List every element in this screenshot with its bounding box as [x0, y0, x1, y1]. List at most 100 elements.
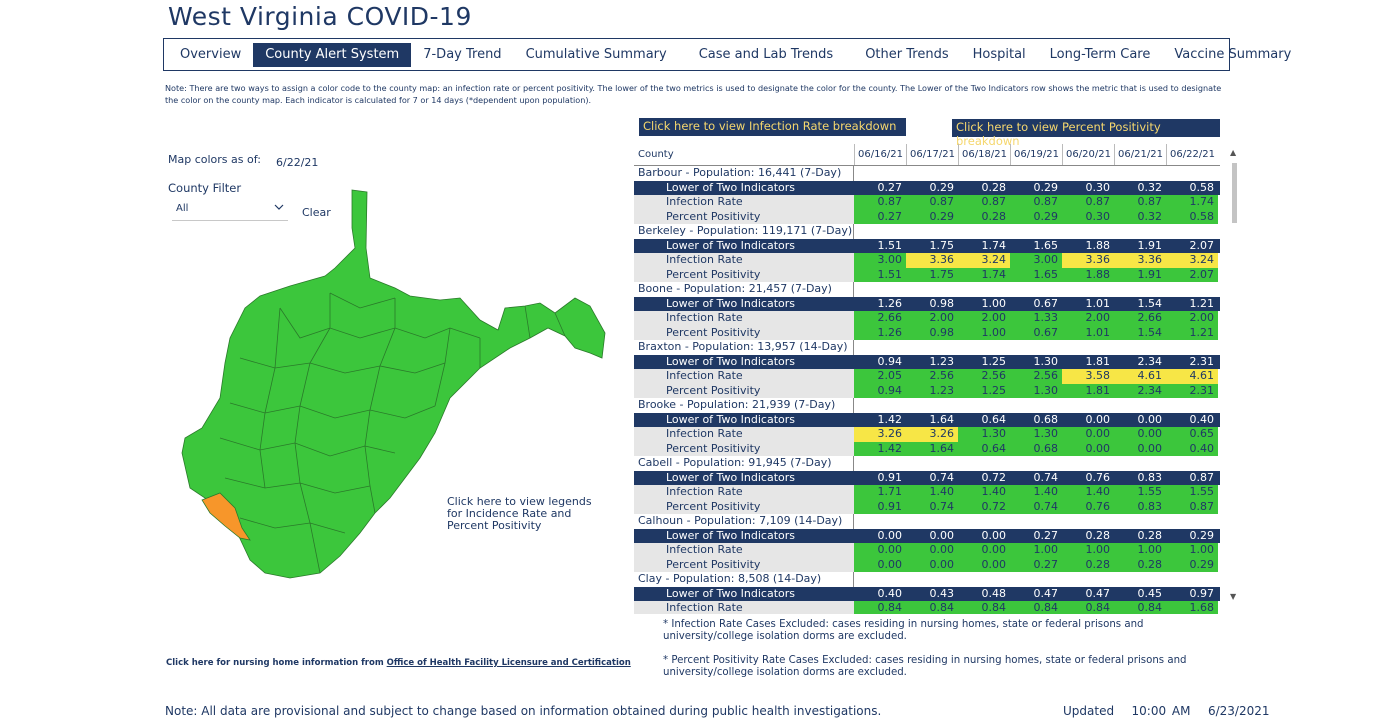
table-cell: 0.91 — [877, 470, 903, 484]
county-name-row: Boone - Population: 21,457 (7-Day) — [634, 282, 1220, 297]
table-cell: 1.00 — [1010, 543, 1062, 558]
table-cell: 0.32 — [1114, 209, 1166, 224]
percent-positivity-row: Percent Positivity 1.51 1.75 1.74 1.65 1.88 1.… — [634, 267, 1220, 282]
scroll-down-icon[interactable]: ▼ — [1230, 592, 1237, 601]
infection-rate-breakdown-button[interactable]: Click here to view Infection Rate breakd… — [639, 118, 906, 136]
table-cell: 3.00 — [854, 253, 906, 268]
table-cell: 1.91 — [1114, 267, 1166, 282]
table-cell: 1.54 — [1114, 325, 1166, 340]
county-name-row: Barbour - Population: 16,441 (7-Day) — [634, 166, 1220, 181]
percent-positivity-row: Percent Positivity 0.91 0.74 0.72 0.74 0.76 0.… — [634, 499, 1220, 514]
table-cell: 2.31 — [1166, 383, 1218, 398]
table-cell: 2.56 — [958, 369, 1010, 384]
table-cell: 1.64 — [929, 412, 955, 426]
percent-positivity-row-label: Percent Positivity — [634, 557, 854, 572]
table-cell: 0.30 — [1085, 180, 1111, 194]
table-cell: 2.07 — [1166, 267, 1218, 282]
table-cell: 4.61 — [1166, 369, 1218, 384]
tab-7-day-trend[interactable]: 7-Day Trend — [423, 46, 502, 62]
table-cell: 1.23 — [929, 354, 955, 368]
table-cell: 1.55 — [1114, 485, 1166, 500]
infection-rate-footnote: * Infection Rate Cases Excluded: cases r… — [663, 619, 1144, 642]
table-cell: 0.87 — [1010, 195, 1062, 210]
table-cell: 1.40 — [1010, 485, 1062, 500]
county-alert-table[interactable]: County 06/16/21 06/17/21 06/18/21 06/19/21 0… — [634, 144, 1220, 614]
table-cell: 2.07 — [1189, 238, 1215, 252]
updated-timestamp: Updated 10:00 AM 6/23/2021 — [1063, 704, 1269, 718]
lower-indicator-row-label: Lower of Two Indicators — [666, 354, 796, 368]
orange-county-region[interactable] — [201, 492, 251, 541]
county-name-row-label: Calhoun - Population: 7,109 (14-Day) — [634, 514, 854, 529]
table-cell: 0.72 — [958, 499, 1010, 514]
table-cell: 3.24 — [958, 253, 1010, 268]
date-column-header[interactable]: 06/19/21 — [1010, 144, 1062, 165]
table-cell: 3.26 — [854, 427, 906, 442]
table-cell: 3.26 — [906, 427, 958, 442]
county-name-row: Calhoun - Population: 7,109 (14-Day) — [634, 514, 1220, 529]
infection-rate-row-label: Infection Rate — [634, 311, 854, 326]
table-cell: 1.75 — [906, 267, 958, 282]
clear-filter-button[interactable]: Clear — [302, 206, 331, 219]
table-cell: 1.30 — [1033, 354, 1059, 368]
lower-indicator-row: Lower of Two Indicators 0.00 0.00 0.00 0.27 0… — [634, 528, 1220, 543]
table-cell: 1.65 — [1033, 238, 1059, 252]
table-cell: 0.00 — [906, 543, 958, 558]
date-column-header[interactable]: 06/20/21 — [1062, 144, 1114, 165]
licensure-link[interactable]: Office of Health Facility Licensure and … — [386, 658, 631, 668]
table-cell: 0.68 — [1033, 412, 1059, 426]
tab-overview[interactable]: Overview — [180, 46, 242, 62]
table-cell: 1.54 — [1137, 296, 1163, 310]
table-header: County 06/16/21 06/17/21 06/18/21 06/19/21 0… — [634, 144, 1220, 166]
table-cell: 0.87 — [1062, 195, 1114, 210]
table-cell: 0.00 — [958, 543, 1010, 558]
table-cell: 0.27 — [854, 209, 906, 224]
county-map[interactable] — [180, 188, 612, 580]
date-column-header[interactable]: 06/16/21 — [854, 144, 906, 165]
tab-case-and-lab-trends[interactable]: Case and Lab Trends — [698, 46, 834, 62]
date-column-header[interactable]: 06/22/21 — [1166, 144, 1218, 165]
table-cell: 2.31 — [1189, 354, 1215, 368]
table-cell: 1.25 — [958, 383, 1010, 398]
tab-other-trends[interactable]: Other Trends — [865, 46, 949, 62]
date-column-header[interactable]: 06/18/21 — [958, 144, 1010, 165]
county-name-row: Brooke - Population: 21,939 (7-Day) — [634, 398, 1220, 413]
county-filter-dropdown[interactable]: All — [172, 200, 288, 221]
table-cell: 0.27 — [1033, 528, 1059, 542]
tab-county-alert-system[interactable]: County Alert System — [253, 42, 412, 67]
table-cell: 1.74 — [958, 267, 1010, 282]
percent-positivity-breakdown-button[interactable]: Click here to view Percent Positivity br… — [952, 119, 1220, 148]
scrollbar-thumb[interactable] — [1232, 163, 1237, 223]
table-cell: 0.72 — [981, 470, 1007, 484]
wv-state-shape[interactable] — [181, 189, 606, 579]
table-cell: 0.40 — [1189, 412, 1215, 426]
tab-vaccine-summary[interactable]: Vaccine Summary — [1174, 46, 1292, 62]
color-code-note: Note: There are two ways to assign a col… — [165, 83, 1222, 105]
infection-rate-row: Infection Rate 3.00 3.36 3.24 3.00 3.36 3.36 3.… — [634, 253, 1220, 268]
table-cell: 0.28 — [1062, 557, 1114, 572]
date-column-header[interactable]: 06/21/21 — [1114, 144, 1166, 165]
tab-hospital[interactable]: Hospital — [972, 46, 1026, 62]
table-cell: 1.00 — [958, 325, 1010, 340]
county-name-row: Berkeley - Population: 119,171 (7-Day) — [634, 224, 1220, 239]
table-cell: 3.00 — [1010, 253, 1062, 268]
percent-positivity-row: Percent Positivity 1.26 0.98 1.00 0.67 1.01 1.… — [634, 325, 1220, 340]
table-cell: 0.00 — [854, 557, 906, 572]
tab-cumulative-summary[interactable]: Cumulative Summary — [525, 46, 667, 62]
percent-positivity-footnote: * Percent Positivity Rate Cases Excluded… — [663, 655, 1187, 678]
table-cell: 1.75 — [929, 238, 955, 252]
table-cell: 0.00 — [1062, 427, 1114, 442]
infection-rate-row-label: Infection Rate — [634, 543, 854, 558]
table-cell: 0.00 — [981, 528, 1007, 542]
table-cell: 1.30 — [958, 427, 1010, 442]
legend-link[interactable]: Click here to view legends for Incidence… — [447, 495, 592, 532]
table-cell: 0.65 — [1166, 427, 1218, 442]
scroll-up-icon[interactable]: ▲ — [1230, 148, 1237, 157]
updated-label: Updated — [1063, 704, 1115, 718]
date-column-header[interactable]: 06/17/21 — [906, 144, 958, 165]
table-cell: 0.87 — [1166, 499, 1218, 514]
county-column-header[interactable]: County — [638, 149, 674, 160]
table-cell: 1.81 — [1085, 354, 1111, 368]
tab-long-term-care[interactable]: Long-Term Care — [1049, 46, 1151, 62]
infection-rate-row: Infection Rate 1.71 1.40 1.40 1.40 1.40 1.55 1.… — [634, 485, 1220, 500]
table-cell: 0.58 — [1166, 209, 1218, 224]
